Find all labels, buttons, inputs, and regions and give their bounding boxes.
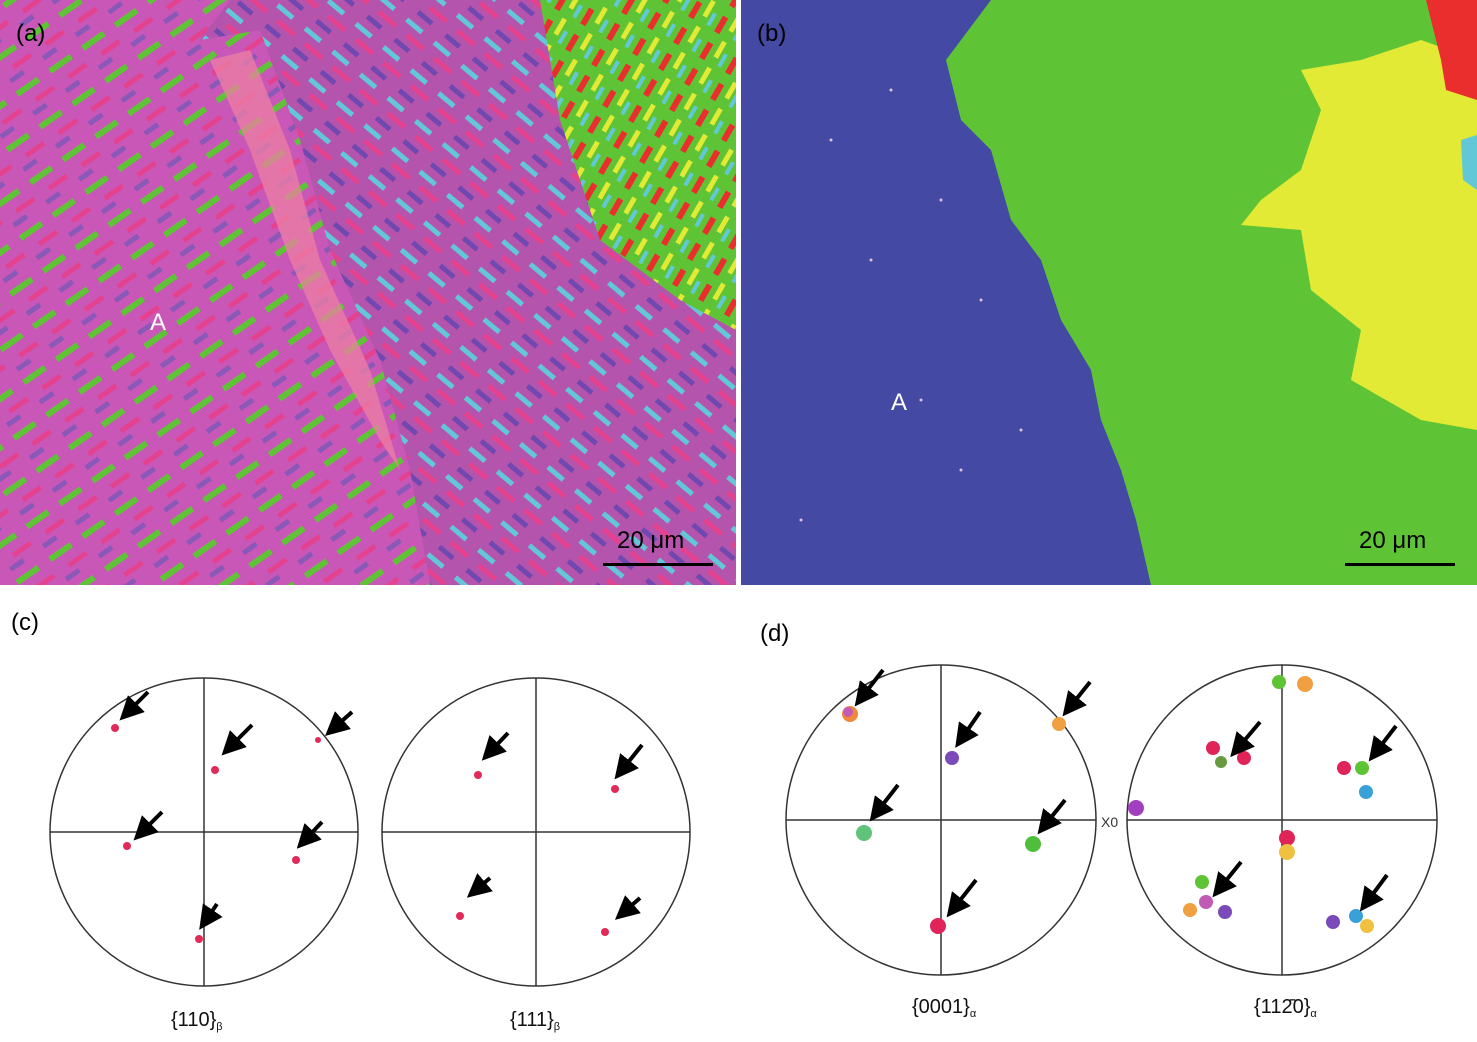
- orientation-map-a: [0, 0, 736, 585]
- axis-marker-x0: X0: [1101, 814, 1118, 830]
- orientation-map-b: [741, 0, 1477, 585]
- ebsd-map-a: (a) A 20 μm: [0, 0, 736, 585]
- scale-bar-a: [603, 563, 713, 566]
- ebsd-map-b: (b) A 20 μm: [741, 0, 1477, 585]
- scale-bar-label-a: 20 μm: [617, 527, 685, 554]
- pole-figure-1120-alpha: [1126, 664, 1438, 976]
- pole-figure-111-beta: [381, 677, 691, 987]
- panel-label-c: (c): [11, 609, 39, 636]
- pole-figure-0001-alpha: [785, 664, 1097, 976]
- region-marker-b: A: [891, 389, 908, 416]
- pole-label-110-beta: {110}β: [171, 1009, 223, 1033]
- region-marker-a: A: [150, 309, 167, 336]
- pole-label-1120-alpha: {112̄0}α: [1254, 996, 1317, 1020]
- scale-bar-label-b: 20 μm: [1359, 527, 1427, 554]
- scale-bar-b: [1345, 563, 1455, 566]
- pole-label-111-beta: {111}β: [510, 1009, 561, 1033]
- pole-figure-110-beta: [49, 677, 359, 987]
- pole-label-0001-alpha: {0001}α: [912, 996, 977, 1020]
- panel-label-b: (b): [757, 20, 787, 47]
- panel-label-d: (d): [760, 620, 790, 647]
- panel-label-a: (a): [16, 20, 46, 47]
